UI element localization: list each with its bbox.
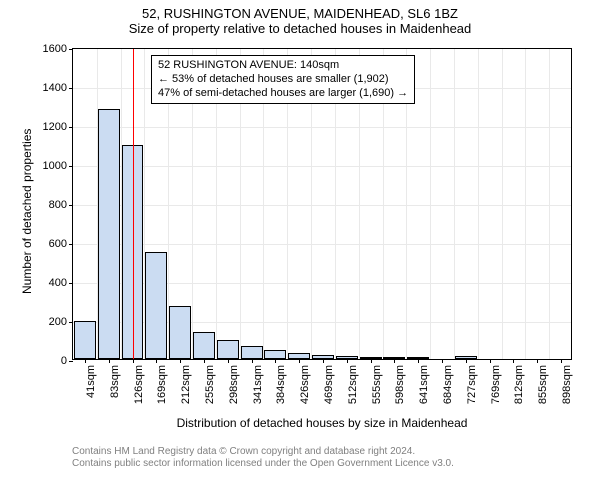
x-tick-label: 255sqm bbox=[204, 365, 216, 404]
x-tick-label: 169sqm bbox=[156, 365, 168, 404]
x-tick-label: 469sqm bbox=[323, 365, 335, 404]
x-tick-label: 598sqm bbox=[394, 365, 406, 404]
gridline-v bbox=[525, 49, 526, 359]
gridline-h bbox=[73, 166, 571, 167]
y-tick-mark bbox=[69, 127, 73, 128]
x-tick-mark bbox=[156, 359, 157, 363]
y-axis-title: Number of detached properties bbox=[20, 129, 34, 294]
y-tick-mark bbox=[69, 322, 73, 323]
x-tick-label: 384sqm bbox=[275, 365, 287, 404]
x-tick-label: 126sqm bbox=[133, 365, 145, 404]
x-tick-mark bbox=[490, 359, 491, 363]
x-tick-label: 727sqm bbox=[466, 365, 478, 404]
x-tick-mark bbox=[466, 359, 467, 363]
y-tick-mark bbox=[69, 244, 73, 245]
y-tick-label: 800 bbox=[49, 199, 67, 211]
x-tick-mark bbox=[275, 359, 276, 363]
histogram-bar bbox=[193, 332, 215, 359]
y-tick-mark bbox=[69, 166, 73, 167]
histogram-bar bbox=[169, 306, 191, 359]
x-tick-mark bbox=[109, 359, 110, 363]
gridline-v bbox=[478, 49, 479, 359]
gridline-h bbox=[73, 244, 571, 245]
x-tick-label: 641sqm bbox=[418, 365, 430, 404]
x-tick-label: 341sqm bbox=[252, 365, 264, 404]
y-tick-mark bbox=[69, 361, 73, 362]
y-tick-label: 400 bbox=[49, 277, 67, 289]
y-tick-label: 1200 bbox=[43, 121, 67, 133]
annotation-box: 52 RUSHINGTON AVENUE: 140sqm← 53% of det… bbox=[151, 55, 415, 104]
x-tick-label: 812sqm bbox=[513, 365, 525, 404]
annotation-line: 47% of semi-detached houses are larger (… bbox=[158, 87, 408, 101]
histogram-bar bbox=[264, 350, 286, 359]
x-tick-label: 212sqm bbox=[180, 365, 192, 404]
histogram-bar bbox=[74, 321, 96, 359]
x-tick-mark bbox=[394, 359, 395, 363]
property-marker-line bbox=[133, 49, 134, 359]
gridline-v bbox=[502, 49, 503, 359]
gridline-v bbox=[430, 49, 431, 359]
x-tick-mark bbox=[133, 359, 134, 363]
x-tick-mark bbox=[371, 359, 372, 363]
gridline-v bbox=[549, 49, 550, 359]
y-tick-label: 0 bbox=[61, 355, 67, 367]
attribution: Contains HM Land Registry data © Crown c… bbox=[72, 446, 454, 470]
x-tick-label: 83sqm bbox=[109, 365, 121, 398]
gridline-v bbox=[454, 49, 455, 359]
y-tick-mark bbox=[69, 283, 73, 284]
x-tick-mark bbox=[537, 359, 538, 363]
x-tick-mark bbox=[418, 359, 419, 363]
x-tick-mark bbox=[442, 359, 443, 363]
x-tick-label: 684sqm bbox=[442, 365, 454, 404]
y-tick-label: 1000 bbox=[43, 160, 67, 172]
x-tick-mark bbox=[513, 359, 514, 363]
y-tick-mark bbox=[69, 88, 73, 89]
attribution-line-1: Contains HM Land Registry data © Crown c… bbox=[72, 446, 454, 458]
annotation-line: 52 RUSHINGTON AVENUE: 140sqm bbox=[158, 59, 408, 73]
x-tick-mark bbox=[347, 359, 348, 363]
histogram-bar bbox=[145, 252, 167, 359]
x-tick-label: 555sqm bbox=[371, 365, 383, 404]
gridline-h bbox=[73, 205, 571, 206]
y-tick-label: 600 bbox=[49, 238, 67, 250]
x-axis-title: Distribution of detached houses by size … bbox=[72, 416, 572, 430]
x-tick-label: 298sqm bbox=[228, 365, 240, 404]
x-tick-mark bbox=[323, 359, 324, 363]
y-tick-label: 1400 bbox=[43, 82, 67, 94]
y-tick-mark bbox=[69, 49, 73, 50]
plot-area: 0200400600800100012001400160041sqm83sqm1… bbox=[72, 48, 572, 360]
x-tick-label: 855sqm bbox=[537, 365, 549, 404]
x-tick-label: 898sqm bbox=[561, 365, 573, 404]
annotation-line: ← 53% of detached houses are smaller (1,… bbox=[158, 73, 408, 87]
x-tick-label: 41sqm bbox=[85, 365, 97, 398]
x-tick-mark bbox=[204, 359, 205, 363]
chart-frame: 0 200 400 600 800 1000 1200 1400 1600 41sqm 83sqm 1… bbox=[0, 0, 600, 500]
x-tick-mark bbox=[561, 359, 562, 363]
x-tick-label: 426sqm bbox=[299, 365, 311, 404]
x-tick-label: 512sqm bbox=[347, 365, 359, 404]
histogram-bar bbox=[98, 109, 120, 359]
x-tick-mark bbox=[85, 359, 86, 363]
x-tick-mark bbox=[299, 359, 300, 363]
x-tick-mark bbox=[180, 359, 181, 363]
histogram-bar bbox=[241, 346, 263, 359]
y-tick-label: 1600 bbox=[43, 43, 67, 55]
attribution-line-2: Contains public sector information licen… bbox=[72, 458, 454, 470]
y-tick-mark bbox=[69, 205, 73, 206]
histogram-bar bbox=[217, 340, 239, 360]
y-tick-label: 200 bbox=[49, 316, 67, 328]
x-tick-mark bbox=[228, 359, 229, 363]
x-tick-mark bbox=[252, 359, 253, 363]
x-tick-label: 769sqm bbox=[490, 365, 502, 404]
gridline-h bbox=[73, 127, 571, 128]
